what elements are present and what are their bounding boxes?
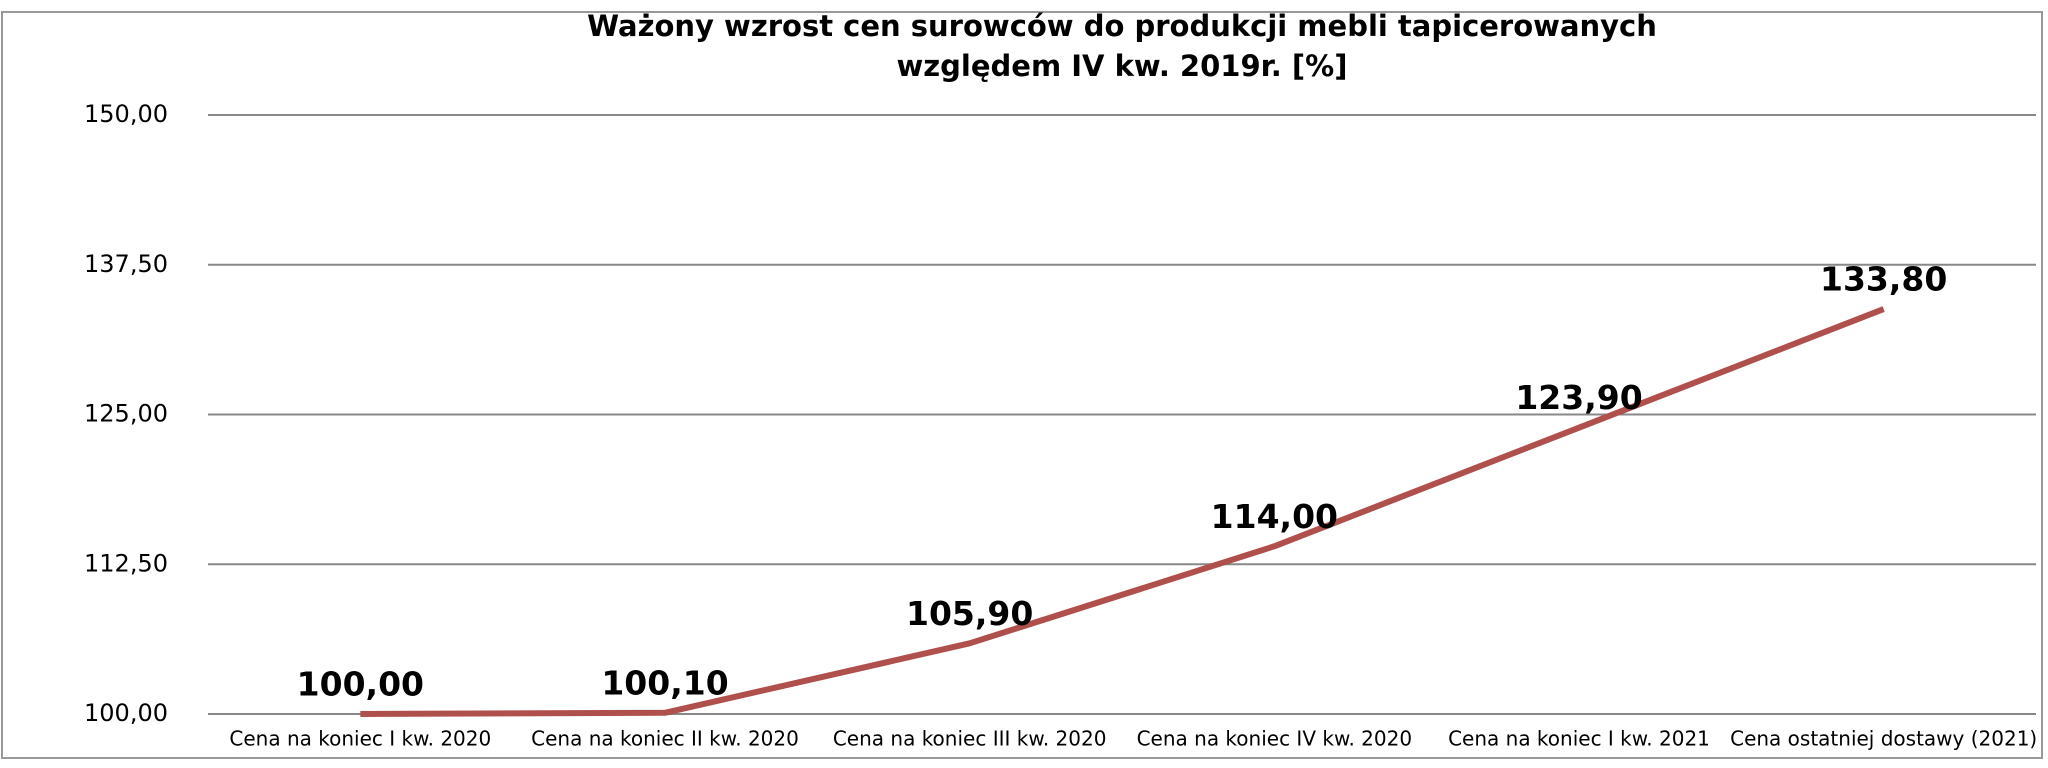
data-label: 100,10: [601, 663, 728, 702]
chart-title: Ważony wzrost cen surowców do produkcji …: [587, 9, 1657, 83]
line: [360, 306, 1885, 717]
x-tick-label: Cena na koniec III kw. 2020: [833, 727, 1107, 751]
x-tick-label: Cena na koniec IV kw. 2020: [1137, 727, 1413, 751]
y-tick-label: 137,50: [84, 250, 168, 278]
data-label: 100,00: [297, 665, 424, 704]
data-label: 105,90: [906, 594, 1033, 633]
x-tick-label: Cena na koniec II kw. 2020: [531, 727, 799, 751]
y-tick-label: 150,00: [84, 100, 168, 128]
x-tick-label: Cena ostatniej dostawy (2021): [1730, 727, 2037, 751]
data-label: 114,00: [1211, 497, 1338, 536]
y-tick-label: 125,00: [84, 400, 168, 428]
x-tick-label: Cena na koniec I kw. 2020: [229, 727, 491, 751]
data-label: 123,90: [1515, 378, 1642, 417]
y-tick-label: 100,00: [84, 699, 168, 727]
x-tick-label: Cena na koniec I kw. 2021: [1448, 727, 1710, 751]
data-label: 133,80: [1820, 260, 1947, 299]
chart-border: [1, 11, 2043, 759]
y-tick-label: 112,50: [84, 549, 168, 577]
